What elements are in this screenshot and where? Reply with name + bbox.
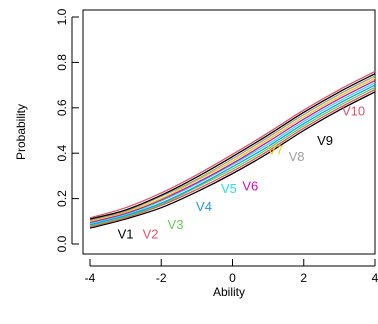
x-tick-label: -2 xyxy=(156,271,167,285)
series-line-v1 xyxy=(89,91,376,229)
curve-label-v10: V10 xyxy=(342,104,365,119)
y-tick-label: 1.0 xyxy=(55,8,69,25)
series-line-v8 xyxy=(89,75,376,221)
curve-label-v5: V5 xyxy=(221,181,237,196)
series-line-v10 xyxy=(89,70,376,219)
series-line-v7 xyxy=(89,77,376,222)
series-line-v4 xyxy=(89,84,376,226)
curve-label-v4: V4 xyxy=(196,199,212,214)
y-axis-title: Probability xyxy=(14,104,28,160)
curve-label-v2: V2 xyxy=(143,226,159,241)
x-axis-title: Ability xyxy=(213,285,245,299)
series-line-v6 xyxy=(89,79,376,224)
y-axis: 0.0 0.2 0.4 0.6 0.8 1.0 xyxy=(55,8,79,252)
curves-group xyxy=(89,70,376,229)
x-tick-label: 2 xyxy=(300,271,307,285)
series-line-v9 xyxy=(89,73,376,220)
curve-label-v3: V3 xyxy=(168,217,184,232)
curve-label-v8: V8 xyxy=(289,149,305,164)
series-line-v5 xyxy=(89,82,376,225)
plot-frame xyxy=(82,9,376,255)
series-line-v3 xyxy=(89,86,376,227)
curve-label-v1: V1 xyxy=(118,226,134,241)
curve-label-v7: V7 xyxy=(267,142,283,157)
series-line-v2 xyxy=(89,89,376,228)
curve-label-v9: V9 xyxy=(317,133,333,148)
y-tick-label: 0.2 xyxy=(55,190,69,207)
y-tick-label: 0.0 xyxy=(55,235,69,252)
y-tick-label: 0.8 xyxy=(55,54,69,71)
x-tick-label: 0 xyxy=(229,271,236,285)
x-tick-label: 4 xyxy=(372,271,378,285)
y-tick-label: 0.6 xyxy=(55,99,69,116)
curve-labels-group: V1 V2 V3 V4 V5 V6 V7 V8 V9 V10 xyxy=(118,104,366,242)
x-axis: -4 -2 0 2 4 xyxy=(85,259,378,285)
curve-label-v6: V6 xyxy=(242,179,258,194)
y-tick-label: 0.4 xyxy=(55,145,69,162)
x-tick-label: -4 xyxy=(85,271,96,285)
